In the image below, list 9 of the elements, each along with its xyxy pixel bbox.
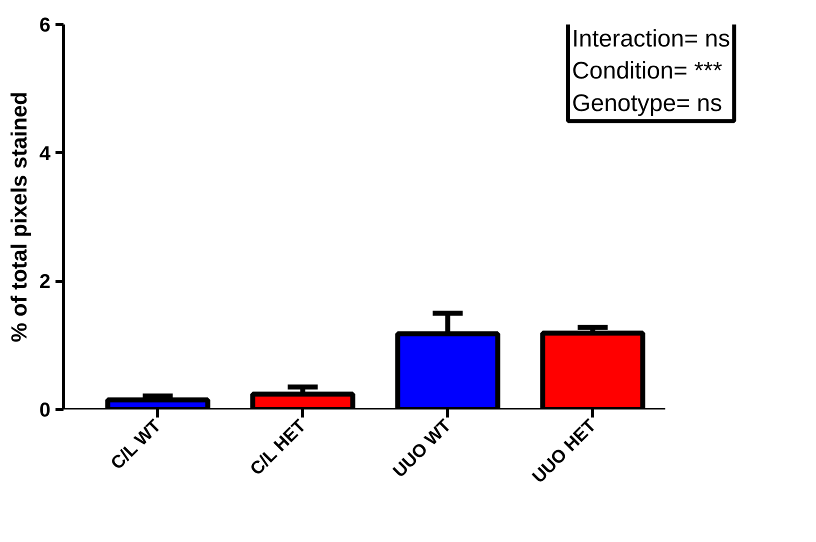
annotation: Condition= *** <box>572 58 722 85</box>
annotation: Genotype= ns <box>572 90 722 118</box>
y-tick-label: 4 <box>39 142 52 165</box>
y-axis-title: % of total pixels stained <box>6 92 32 342</box>
annotation: Interaction= ns <box>572 25 730 52</box>
y-tick-label: 6 <box>39 14 50 36</box>
y-tick-label: 2 <box>39 271 50 294</box>
x-tick-label: C/L WT <box>106 416 165 474</box>
y-tick-label: 0 <box>39 400 50 422</box>
